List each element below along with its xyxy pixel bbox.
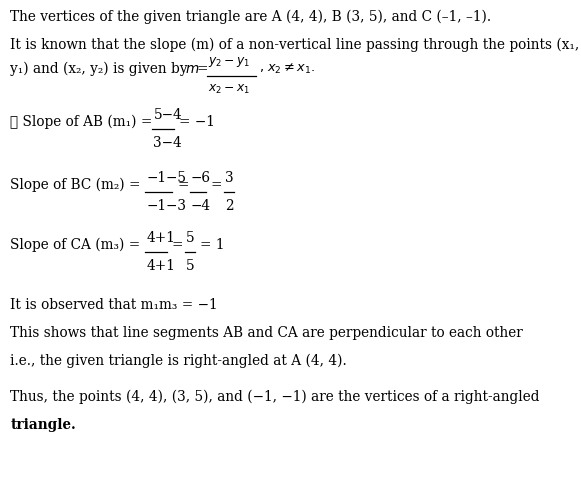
Text: = −1: = −1 bbox=[178, 115, 214, 129]
Text: Thus, the points (4, 4), (3, 5), and (−1, −1) are the vertices of a right-angled: Thus, the points (4, 4), (3, 5), and (−1… bbox=[10, 390, 540, 404]
Text: 2: 2 bbox=[225, 199, 234, 213]
Text: triangle.: triangle. bbox=[10, 418, 76, 432]
Text: ∴ Slope of AB (m₁) =: ∴ Slope of AB (m₁) = bbox=[10, 115, 153, 129]
Text: =: = bbox=[171, 238, 183, 252]
Text: −1−3: −1−3 bbox=[146, 199, 187, 213]
Text: , $x_2 \neq x_1$.: , $x_2 \neq x_1$. bbox=[259, 62, 315, 76]
Text: $x_2-x_1$: $x_2-x_1$ bbox=[209, 83, 250, 96]
Text: −4: −4 bbox=[191, 199, 211, 213]
Text: It is known that the slope (m) of a non-vertical line passing through the points: It is known that the slope (m) of a non-… bbox=[10, 38, 580, 52]
Text: =: = bbox=[177, 178, 188, 192]
Text: This shows that line segments AB and CA are perpendicular to each other: This shows that line segments AB and CA … bbox=[10, 326, 523, 340]
Text: 5: 5 bbox=[185, 259, 194, 273]
Text: 5: 5 bbox=[185, 231, 194, 245]
Text: Slope of BC (m₂) =: Slope of BC (m₂) = bbox=[10, 178, 141, 193]
Text: i.e., the given triangle is right-angled at A (4, 4).: i.e., the given triangle is right-angled… bbox=[10, 354, 347, 368]
Text: −1−5: −1−5 bbox=[146, 171, 187, 185]
Text: The vertices of the given triangle are A (4, 4), B (3, 5), and C (–1, –1).: The vertices of the given triangle are A… bbox=[10, 10, 492, 24]
Text: $y_2-y_1$: $y_2-y_1$ bbox=[209, 55, 250, 69]
Text: $m$: $m$ bbox=[185, 62, 200, 76]
Text: = 1: = 1 bbox=[200, 238, 224, 252]
Text: Slope of CA (m₃) =: Slope of CA (m₃) = bbox=[10, 238, 141, 252]
Text: It is observed that m₁m₃ = −1: It is observed that m₁m₃ = −1 bbox=[10, 298, 218, 312]
Text: =: = bbox=[196, 62, 208, 76]
Text: 3−4: 3−4 bbox=[153, 136, 182, 150]
Text: =: = bbox=[211, 178, 223, 192]
Text: 4+1: 4+1 bbox=[146, 231, 175, 245]
Text: y₁) and (x₂, y₂) is given by: y₁) and (x₂, y₂) is given by bbox=[10, 62, 188, 76]
Text: 3: 3 bbox=[225, 171, 234, 185]
Text: 5−4: 5−4 bbox=[153, 108, 182, 122]
Text: −6: −6 bbox=[191, 171, 211, 185]
Text: 4+1: 4+1 bbox=[146, 259, 175, 273]
